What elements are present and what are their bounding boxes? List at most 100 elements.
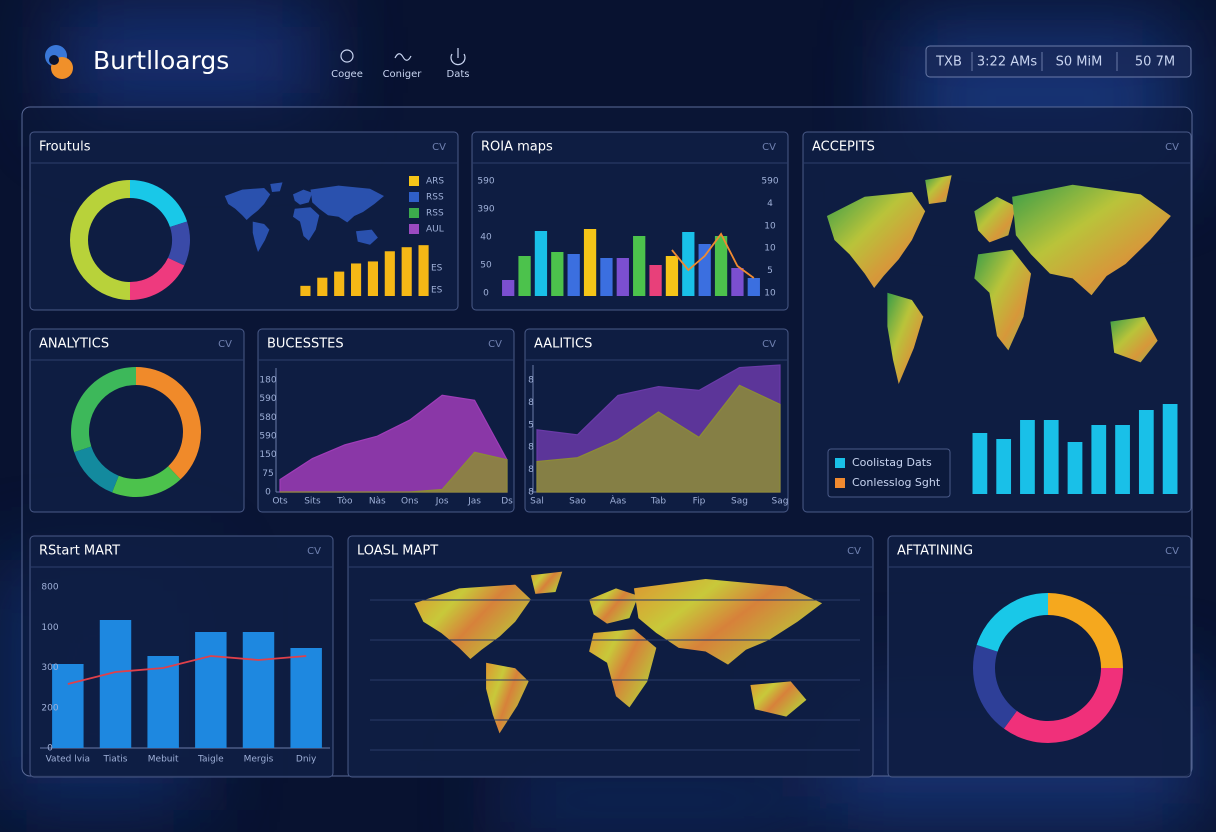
panel-menu[interactable]: CV (307, 546, 321, 557)
x-tick-label: Tiatis (103, 755, 128, 765)
bar (616, 258, 629, 296)
bar (1115, 425, 1130, 494)
y-tick-label: 4 (767, 199, 773, 209)
y-tick-label: 8 (528, 398, 534, 408)
status-item: TXB (935, 55, 962, 70)
side-label: ES (431, 286, 443, 296)
bar (1067, 442, 1083, 494)
y-tick-label: 8 (528, 443, 534, 453)
nav-item[interactable]: Cogee (331, 69, 363, 80)
legend-swatch (835, 478, 845, 488)
legend-label: Conlesslog Sght (852, 476, 941, 489)
donut-segment (168, 221, 190, 266)
y-tick-label: 580 (259, 413, 276, 423)
x-tick-label: Taigle (197, 755, 224, 765)
donut-segment (130, 180, 188, 228)
bar (300, 285, 311, 296)
panel-menu[interactable]: CV (488, 339, 502, 350)
bar (731, 268, 744, 296)
bar (633, 236, 646, 296)
bar (1162, 404, 1178, 494)
status-item: 3:22 AMs (977, 55, 1037, 70)
donut-segment (71, 367, 136, 453)
trend-line (67, 655, 307, 685)
x-tick-label: Jas (467, 497, 481, 507)
bar (384, 251, 395, 296)
y-tick-label: 300 (41, 663, 58, 673)
x-tick-label: Dniy (296, 755, 317, 765)
y-tick-label: 150 (259, 450, 276, 460)
x-tick-label: Tòo (336, 496, 353, 507)
legend-label: RSS (426, 193, 444, 203)
panel-title: Froutuls (39, 140, 91, 155)
y-tick-label: 5 (528, 420, 534, 430)
panel-menu[interactable]: CV (762, 142, 776, 153)
nav-item[interactable]: Coniger (383, 69, 423, 80)
y-tick-label: 590 (761, 177, 778, 187)
panel-menu[interactable]: CV (1165, 546, 1179, 557)
x-tick-label: Tab (650, 497, 667, 507)
y-tick-label: 10 (764, 221, 776, 231)
bar (317, 277, 328, 296)
x-tick-label: Vated lvia (46, 755, 90, 765)
bar (1091, 425, 1107, 494)
bar (418, 245, 429, 296)
bar (682, 232, 695, 296)
y-tick-label: 8 (528, 488, 534, 498)
bar (99, 620, 132, 748)
bar (747, 278, 760, 296)
panel-menu[interactable]: CV (762, 339, 776, 350)
bar (698, 244, 711, 296)
y-tick-label: 590 (259, 432, 276, 442)
legend-label: Coolistag Dats (852, 456, 932, 469)
y-tick-label: 0 (483, 289, 489, 299)
donut-segment (1048, 593, 1123, 668)
x-tick-label: Ds (501, 497, 513, 507)
x-tick-label: Mebuit (148, 755, 179, 765)
panel-title: ANALYTICS (39, 337, 109, 352)
y-tick-label: 800 (41, 583, 58, 593)
y-tick-label: 40 (480, 233, 492, 243)
bar (996, 439, 1012, 494)
legend-label: AUL (426, 225, 444, 235)
donut-segment (972, 644, 1017, 729)
bar (351, 263, 362, 296)
bar (401, 247, 412, 296)
bar (972, 433, 988, 494)
legend-swatch (409, 224, 419, 234)
panel-menu[interactable]: CV (218, 339, 232, 350)
bar (195, 632, 227, 748)
donut-segment (136, 367, 201, 480)
bar (52, 664, 84, 748)
bar (518, 256, 531, 296)
panel-menu[interactable]: CV (847, 546, 861, 557)
x-tick-label: Mergis (244, 755, 274, 765)
bar (714, 236, 728, 296)
panel-menu[interactable]: CV (1165, 142, 1179, 153)
y-tick-label: 8 (528, 465, 534, 475)
trend-line (671, 232, 755, 279)
panel-menu[interactable]: CV (432, 142, 446, 153)
panel-title: LOASL MAPT (357, 544, 438, 559)
x-tick-label: Sal (530, 497, 544, 507)
legend-label: ARS (426, 177, 444, 187)
donut-segment (70, 180, 130, 300)
legend-swatch (835, 458, 845, 468)
y-tick-label: 10 (764, 289, 776, 299)
donut-segment (130, 257, 185, 300)
x-tick-label: Ots (272, 497, 288, 507)
y-tick-label: 390 (477, 205, 494, 215)
legend-swatch (409, 176, 419, 186)
nav-icons (340, 48, 466, 66)
y-tick-label: 100 (41, 623, 58, 633)
panel-title: BUCESSTES (267, 337, 344, 352)
panel-title: AALITICS (534, 337, 592, 352)
y-tick-label: 8 (528, 376, 534, 386)
bar (600, 258, 613, 296)
legend-label: RSS (426, 209, 444, 219)
bar (534, 231, 548, 296)
nav-item[interactable]: Dats (447, 69, 470, 80)
bar (665, 256, 679, 296)
legend-swatch (409, 208, 419, 218)
